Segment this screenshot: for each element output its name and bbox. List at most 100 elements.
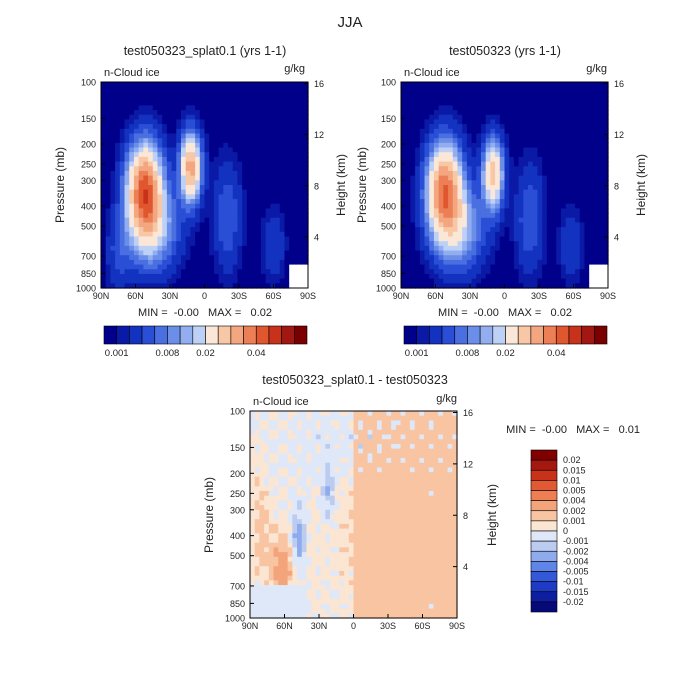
heatmap-cell bbox=[438, 166, 444, 172]
heatmap-cell bbox=[256, 156, 262, 163]
heatmap-cell bbox=[209, 273, 215, 280]
heatmap-cell bbox=[372, 443, 378, 450]
heatmap-cell bbox=[532, 156, 539, 163]
heatmap-cell bbox=[532, 133, 539, 139]
heatmap-cell bbox=[143, 100, 149, 107]
heatmap-cell bbox=[386, 443, 392, 450]
heatmap-cell bbox=[260, 152, 267, 158]
heatmap-cell bbox=[110, 194, 116, 200]
colorbar-swatch bbox=[116, 325, 130, 345]
heatmap-cell bbox=[584, 124, 590, 130]
heatmap-cell bbox=[452, 269, 459, 275]
heatmap-cell bbox=[593, 96, 600, 102]
heatmap-cell bbox=[532, 138, 539, 144]
heatmap-cell bbox=[466, 133, 473, 139]
heatmap-cell bbox=[471, 166, 477, 172]
heatmap-cell bbox=[259, 443, 265, 450]
heatmap-cell bbox=[513, 114, 520, 121]
heatmap-cell bbox=[218, 110, 224, 116]
heatmap-cell bbox=[476, 147, 482, 153]
heatmap-cell bbox=[598, 180, 604, 186]
heatmap-cell bbox=[462, 138, 468, 144]
heatmap-cell bbox=[284, 189, 290, 195]
heatmap-cell bbox=[438, 138, 444, 144]
heatmap-cell bbox=[242, 278, 248, 284]
heatmap-cell bbox=[532, 236, 539, 242]
heatmap-cell bbox=[289, 96, 295, 102]
heatmap-cell bbox=[428, 453, 435, 459]
heatmap-cell bbox=[513, 217, 520, 224]
heatmap-cell bbox=[209, 208, 215, 214]
heatmap-cell bbox=[419, 241, 426, 247]
heatmap-cell bbox=[443, 133, 449, 139]
heatmap-cell bbox=[546, 236, 553, 242]
heatmap-cell bbox=[584, 269, 590, 275]
heatmap-cell bbox=[593, 128, 600, 135]
heatmap-cell bbox=[598, 156, 604, 163]
heatmap-cell bbox=[279, 264, 286, 270]
heatmap-cell bbox=[289, 100, 295, 107]
heatmap-cell bbox=[213, 147, 220, 153]
heatmap-cell bbox=[101, 100, 107, 107]
heatmap-cell bbox=[593, 264, 600, 270]
heatmap-cell bbox=[457, 241, 463, 247]
heatmap-cell bbox=[386, 462, 392, 469]
heatmap-cell bbox=[259, 509, 265, 516]
heatmap-cell bbox=[584, 82, 590, 88]
heatmap-cell bbox=[242, 217, 248, 224]
heatmap-cell bbox=[565, 208, 571, 214]
heatmap-cell bbox=[303, 213, 309, 219]
heatmap-cell bbox=[556, 110, 562, 116]
heatmap-cell bbox=[265, 269, 271, 275]
heatmap-cell bbox=[528, 269, 534, 275]
heatmap-cell bbox=[551, 245, 557, 252]
heatmap-cell bbox=[157, 259, 163, 266]
heatmap-cell bbox=[570, 231, 576, 238]
colorbar-swatch bbox=[530, 325, 544, 345]
heatmap-cell bbox=[575, 283, 581, 289]
heatmap-cell bbox=[560, 189, 567, 195]
heatmap-cell bbox=[148, 269, 154, 275]
heatmap-cell bbox=[518, 175, 524, 181]
heatmap-cell bbox=[279, 161, 286, 167]
heatmap-cell bbox=[223, 91, 229, 97]
heatmap-cell bbox=[306, 490, 312, 497]
heatmap-cell bbox=[476, 208, 482, 214]
heatmap-cell bbox=[433, 509, 439, 516]
heatmap-cell bbox=[162, 199, 168, 205]
heatmap-cell bbox=[270, 91, 276, 97]
heatmap-cell bbox=[334, 509, 340, 516]
heatmap-cell bbox=[180, 175, 187, 181]
heatmap-cell bbox=[598, 194, 604, 200]
heatmap-cell bbox=[195, 152, 201, 158]
heatmap-cell bbox=[303, 283, 309, 289]
heatmap-cell bbox=[565, 222, 571, 228]
heatmap-cell bbox=[171, 273, 177, 280]
heatmap-cell bbox=[209, 213, 215, 219]
heatmap-cell bbox=[298, 250, 304, 256]
heatmap-cell bbox=[499, 241, 506, 247]
heatmap-cell bbox=[315, 429, 322, 436]
heatmap-cell bbox=[381, 481, 388, 487]
heatmap-cell bbox=[223, 156, 229, 163]
heatmap-cell bbox=[584, 278, 590, 284]
heatmap-cell bbox=[409, 490, 416, 497]
heatmap-cell bbox=[401, 166, 407, 172]
heatmap-cell bbox=[237, 264, 243, 270]
heatmap-cell bbox=[419, 189, 426, 195]
heatmap-cell bbox=[485, 105, 491, 111]
heatmap-cell bbox=[180, 185, 187, 191]
heatmap-cell bbox=[410, 217, 416, 224]
heatmap-cell bbox=[218, 142, 224, 149]
heatmap-cell bbox=[429, 236, 435, 242]
heatmap-cell bbox=[490, 119, 496, 125]
heatmap-cell bbox=[537, 138, 543, 144]
heatmap-cell bbox=[401, 170, 407, 177]
heatmap-cell bbox=[228, 138, 234, 144]
heatmap-cell bbox=[410, 147, 416, 153]
heatmap-cell bbox=[246, 180, 253, 186]
heatmap-cell bbox=[278, 472, 284, 478]
heatmap-cell bbox=[251, 110, 257, 116]
heatmap-cell bbox=[133, 170, 140, 177]
heatmap-cell bbox=[589, 185, 595, 191]
